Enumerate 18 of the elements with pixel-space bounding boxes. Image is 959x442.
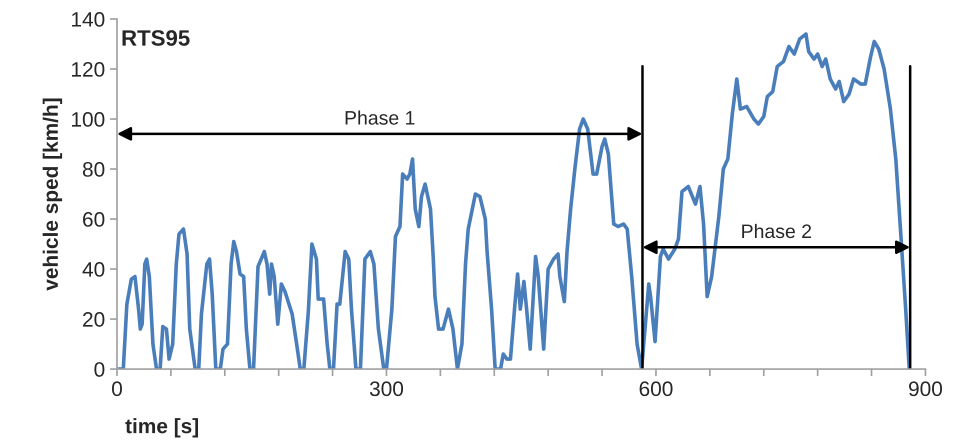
y-tick-label: 100: [72, 112, 104, 127]
annotation: Phase 2: [742, 224, 812, 238]
y-tick-label: 80: [82, 162, 104, 177]
y-tick-label: 20: [83, 312, 104, 327]
y-tick-label: 140: [72, 12, 104, 27]
y-tick-label: 120: [72, 62, 104, 77]
y-tick-label: 60: [83, 212, 104, 227]
y-tick-label: 40: [82, 262, 104, 277]
chart-title: RTS95: [122, 30, 190, 46]
x-tick-label: 600: [640, 381, 673, 396]
x-tick-label: 300: [370, 381, 404, 396]
x-tick-label: 0: [112, 381, 122, 396]
annotation: Phase 1: [346, 110, 414, 125]
x-axis-title: time [s]: [125, 418, 198, 438]
line-series: [117, 32, 912, 370]
y-axis-title: vehicle sped [km/h]: [42, 98, 62, 291]
y-tick-label: 0: [94, 362, 104, 377]
x-tick-label: 900: [909, 381, 942, 396]
